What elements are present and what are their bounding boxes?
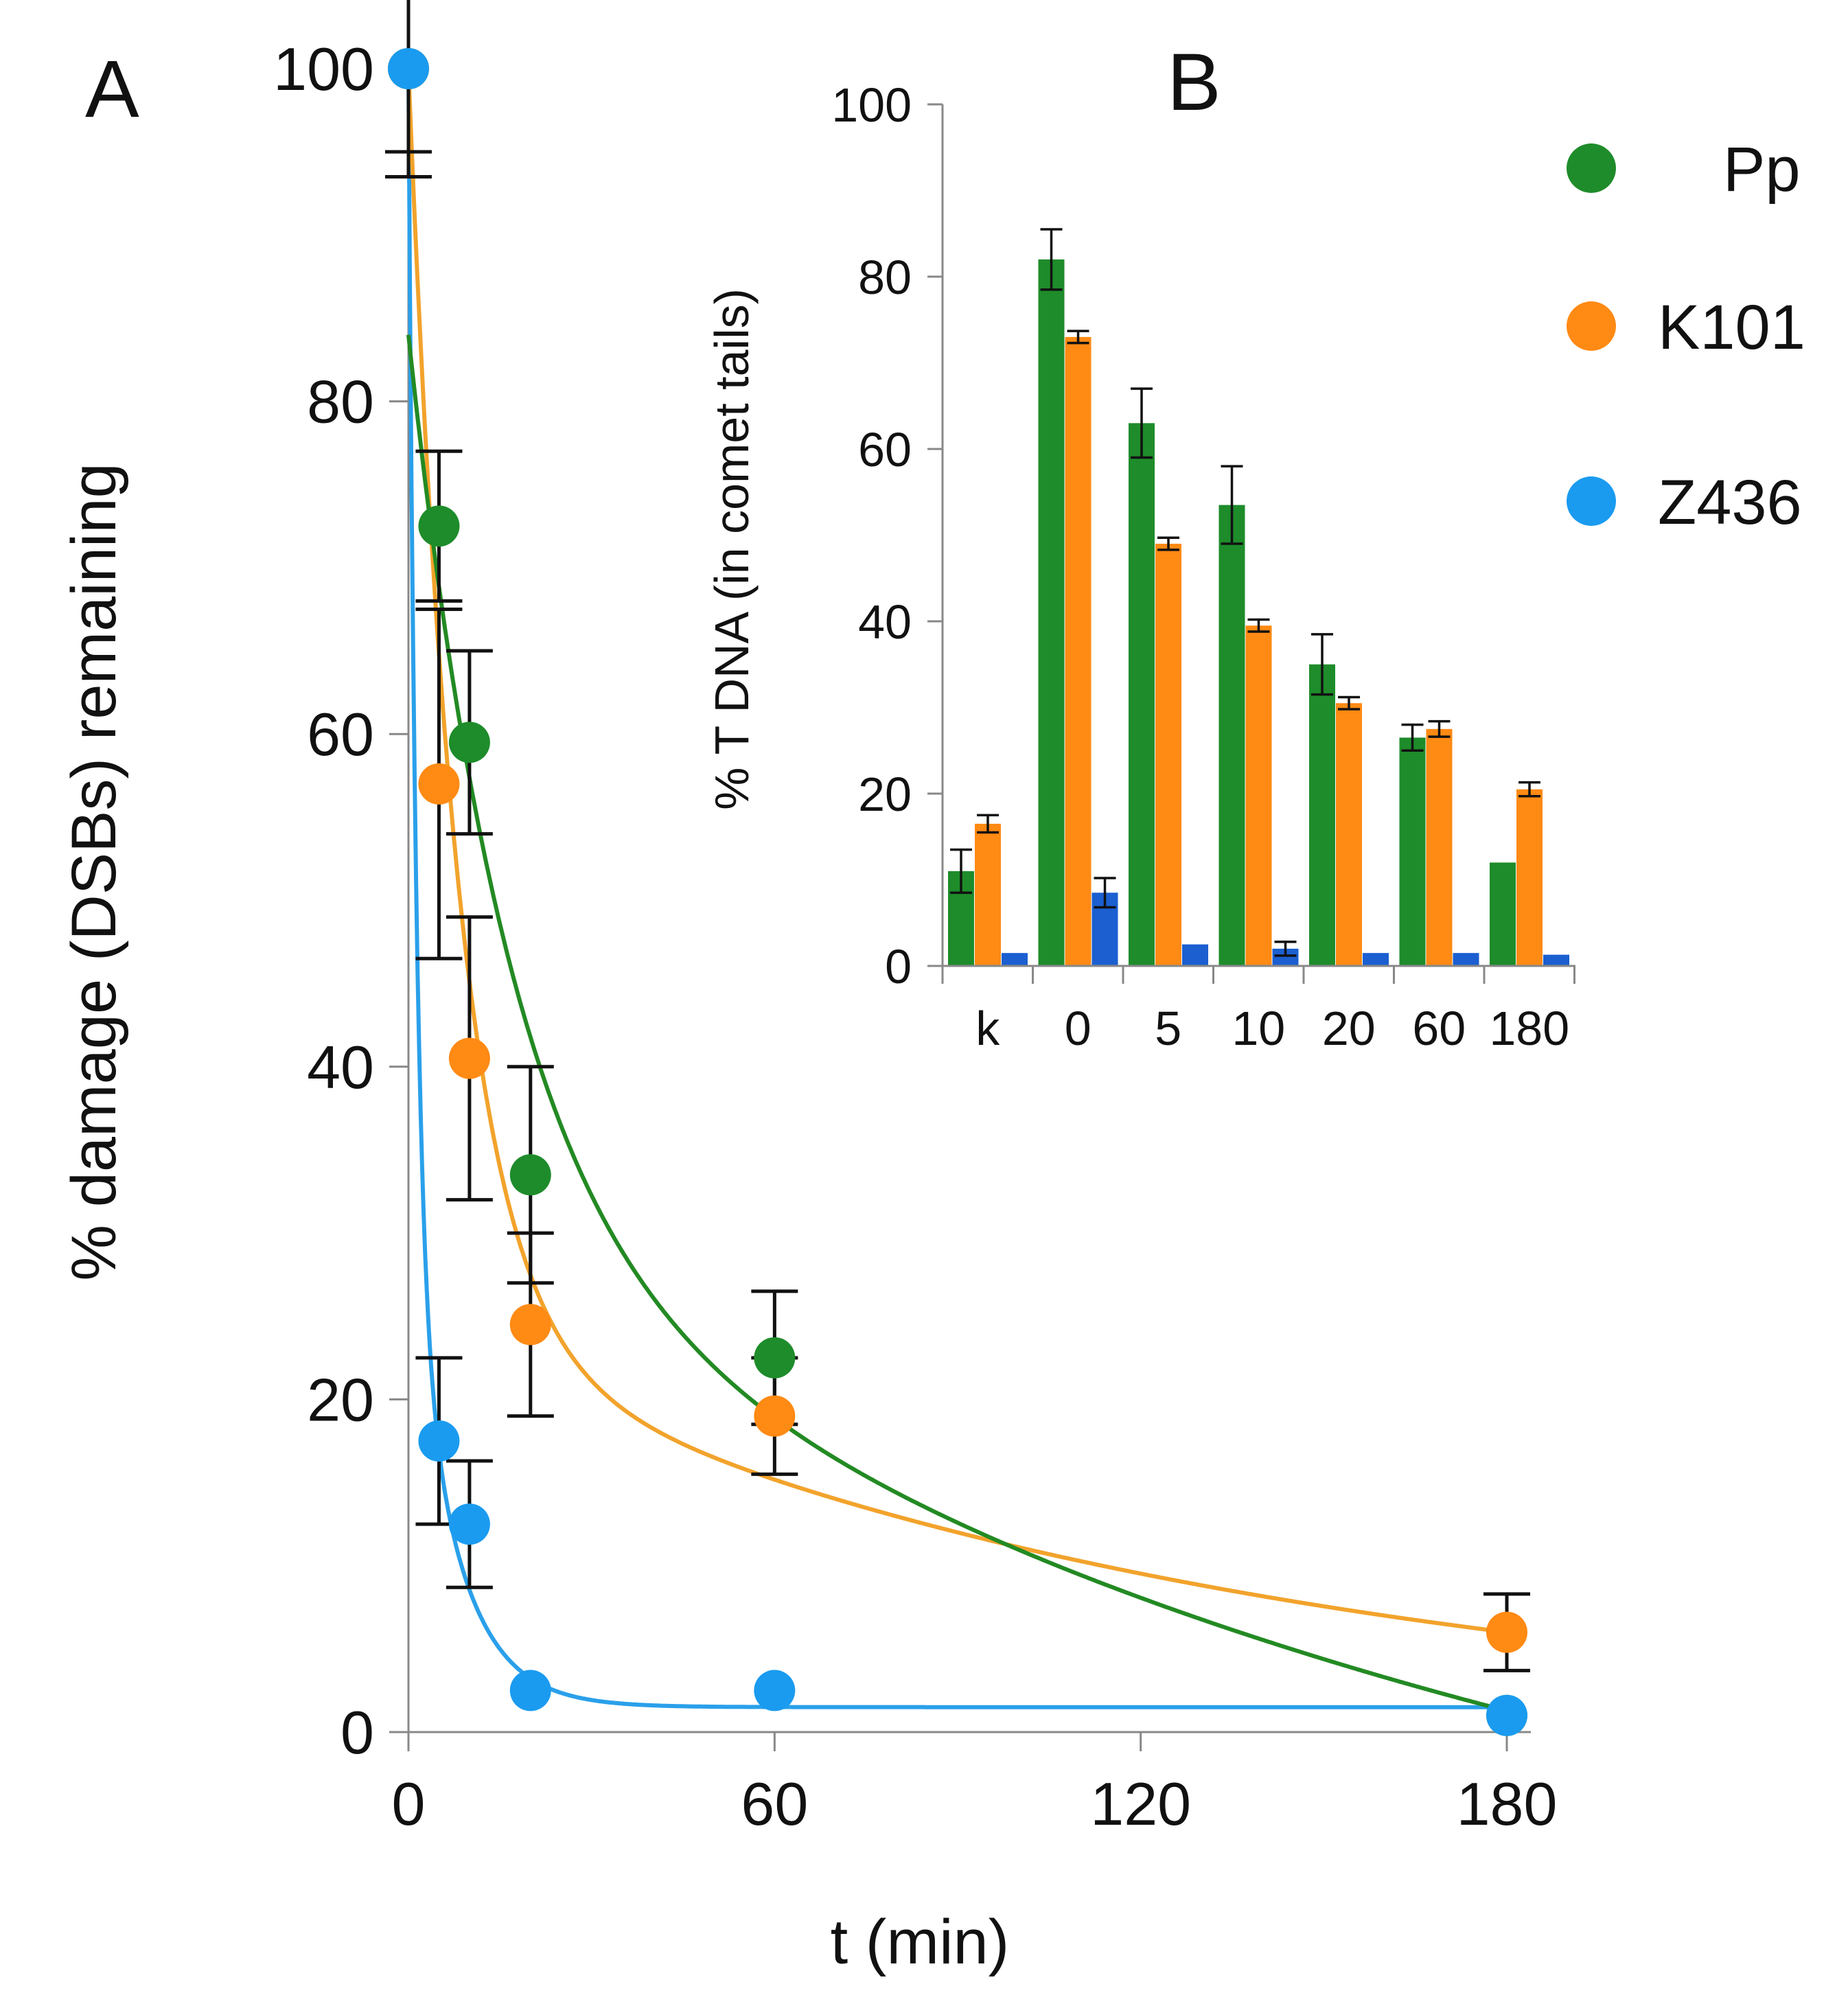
panel-b-label: B [1167,37,1221,128]
b-bar-pp-20 [1309,664,1335,966]
b-bar-pp-10 [1218,505,1245,966]
chart-b: 0 20 40 60 80 100 k 0 5 10 20 60 180 % T DNA (in com… [705,78,1575,1055]
fit-curve-pp [406,334,1508,1713]
chart-b-y-title: % T DNA (in comet tails) [705,288,759,810]
b-bar-k101-0 [1065,336,1092,967]
a-point-k101-180 [1486,1611,1527,1653]
a-point-k101-60 [754,1395,796,1437]
a-y-tick-label-0: 0 [340,1698,374,1766]
b-y-tick-label-40: 40 [858,595,912,649]
b-bar-z436-60 [1453,953,1479,966]
b-x-tick-label-5: 5 [1155,1002,1181,1055]
chart-a-fit-curves [406,68,1508,1713]
a-point-z436-10 [448,1503,490,1545]
a-point-pp-5 [418,505,460,547]
a-point-z436-0 [388,48,429,89]
a-x-tick-label-60: 60 [741,1770,808,1838]
a-y-tick-label-40: 40 [307,1033,374,1101]
b-bar-k101-5 [1155,544,1181,966]
b-y-tick-label-0: 0 [885,940,912,993]
b-bar-k101-10 [1245,625,1272,966]
a-y-tick-label-60: 60 [307,700,374,768]
chart-a-y-title: % damage (DSBs) remaining [59,463,129,1280]
a-point-k101-10 [448,1037,490,1079]
a-point-z436-5 [418,1420,460,1462]
b-x-tick-label-180: 180 [1489,1002,1569,1055]
legend-marker-pp [1567,143,1616,193]
a-y-tick-label-80: 80 [307,368,374,436]
a-point-k101-5 [418,763,460,805]
a-x-tick-label-0: 0 [392,1770,426,1838]
b-x-tick-label-20: 20 [1322,1002,1376,1055]
b-x-tick-label-60: 60 [1412,1002,1466,1055]
b-bar-z436-k [1002,953,1028,966]
b-x-tick-label-0: 0 [1065,1002,1092,1055]
fit-curve-k101 [406,68,1508,1635]
b-bar-k101-60 [1426,728,1453,966]
legend: Pp K101 Z436 [1567,135,1805,538]
a-y-tick-label-20: 20 [307,1365,374,1433]
fit-curve-z436 [406,68,1507,1709]
chart-b-bars [948,259,1569,967]
b-bar-k101-20 [1336,703,1362,966]
b-bar-z436-180 [1543,954,1569,966]
a-x-tick-label-120: 120 [1090,1770,1191,1838]
a-point-k101-20 [509,1304,551,1346]
b-bar-pp-0 [1038,259,1065,966]
chart-a-x-title: t (min) [831,1907,1010,1977]
chart-b-ticks: 0 20 40 60 80 100 k 0 5 10 20 60 180 [831,78,1575,1055]
chart-b-error-bars [950,228,1540,957]
legend-label-k101: K101 [1658,292,1805,362]
legend-label-z436: Z436 [1658,468,1802,538]
b-y-tick-label-100: 100 [831,78,912,132]
a-y-tick-label-100: 100 [273,35,374,103]
a-point-z436-20 [509,1670,551,1711]
b-y-tick-label-60: 60 [858,423,912,476]
b-y-tick-label-20: 20 [858,768,912,821]
a-point-z436-60 [754,1670,796,1711]
panel-a-label: A [85,44,139,135]
a-point-pp-10 [448,722,490,763]
a-point-pp-20 [509,1154,551,1196]
b-bar-pp-5 [1129,423,1155,966]
b-bar-pp-180 [1490,862,1516,966]
legend-marker-z436 [1567,476,1616,526]
chart-a-points [388,48,1527,1736]
legend-label-pp: Pp [1723,135,1801,205]
b-bar-k101-k [975,823,1001,966]
b-y-tick-label-80: 80 [858,251,912,304]
b-bar-pp-60 [1399,737,1426,966]
a-point-pp-60 [754,1337,796,1379]
a-point-z436-180 [1486,1694,1527,1736]
b-x-tick-label-k: k [975,1002,1000,1055]
legend-marker-k101 [1567,301,1616,351]
b-x-tick-label-10: 10 [1232,1002,1285,1055]
b-bar-z436-20 [1363,953,1389,966]
b-bar-k101-180 [1516,789,1543,966]
a-x-tick-label-180: 180 [1457,1770,1558,1838]
b-bar-z436-5 [1182,944,1208,966]
